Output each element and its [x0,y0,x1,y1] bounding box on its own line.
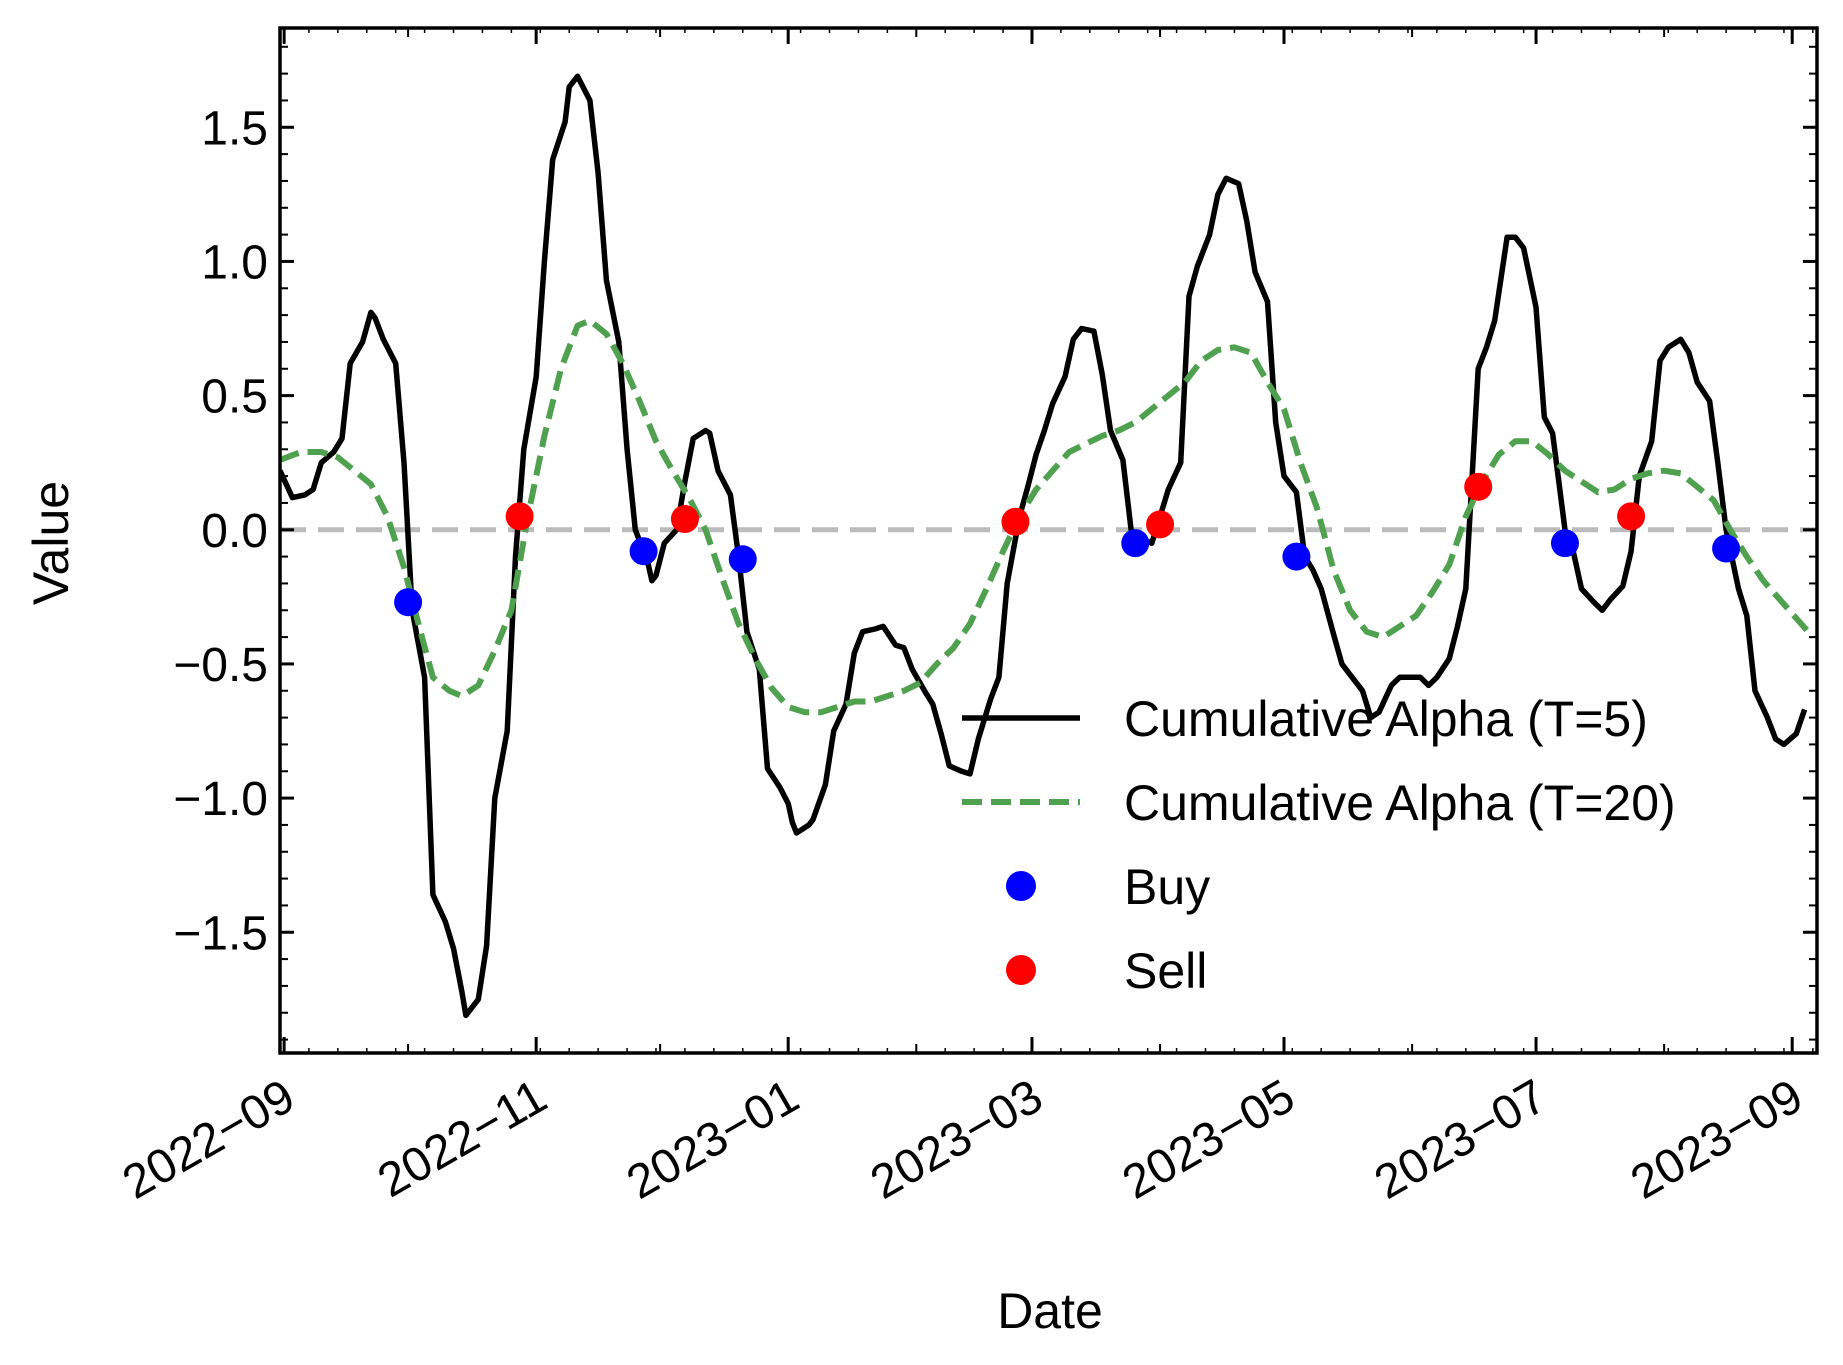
x-axis-title: Date [997,1283,1103,1339]
x-tick-label: 2023−01 [618,1070,807,1210]
x-tick-label: 2023−07 [1366,1070,1555,1210]
series-line-t5 [280,73,1808,1019]
plot-area [280,73,1817,1019]
legend-label: Sell [1124,943,1207,999]
buy-marker [394,588,423,617]
series-group [280,73,1817,1019]
buy-marker [1550,529,1579,558]
x-tick-label: 2022−09 [114,1070,303,1210]
sell-marker [1146,510,1175,539]
sell-marker [1001,507,1030,536]
legend-swatch-buy [1006,871,1036,901]
sell-marker [1464,472,1493,501]
y-tick-label: 0.0 [201,505,268,558]
y-tick-label: −1.0 [173,773,268,826]
x-tick-label: 2023−05 [1114,1070,1303,1210]
y-axis-title: Value [23,481,79,605]
sell-marker [670,505,699,534]
y-tick-label: 0.5 [201,371,268,424]
legend-label: Cumulative Alpha (T=20) [1124,775,1676,831]
legend-swatch-sell [1006,955,1036,985]
y-tick-label: 1.5 [201,102,268,155]
legend-label: Buy [1124,859,1210,915]
buy-marker [1712,534,1741,563]
x-tick-label: 2023−03 [862,1070,1051,1210]
buy-marker [629,537,658,566]
y-tick-label: −0.5 [173,639,268,692]
x-tick-label: 2023−09 [1622,1070,1811,1210]
sell-marker [505,502,534,531]
legend-label: Cumulative Alpha (T=5) [1124,691,1648,747]
axes: −1.5 −1.0 −0.5 0.0 0.5 1.0 1.5 2022−09 2022−11 20… [114,26,1819,1210]
x-tick-label: 2022−11 [369,1070,555,1208]
buy-marker [1282,542,1311,571]
y-tick-label: −1.5 [173,907,268,960]
buy-marker [1121,529,1150,558]
plot-frame [278,26,1819,1055]
sell-marker [1617,502,1646,531]
legend: Cumulative Alpha (T=5) Cumulative Alpha (… [962,691,1676,999]
buy-marker [728,545,757,574]
y-tick-label: 1.0 [201,236,268,289]
